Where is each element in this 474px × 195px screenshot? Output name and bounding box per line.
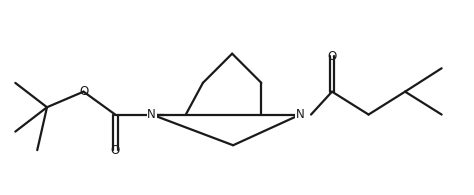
Text: O: O (79, 85, 88, 98)
Text: N: N (296, 108, 305, 121)
Text: N: N (147, 108, 156, 121)
Text: O: O (110, 144, 120, 157)
Text: O: O (328, 50, 337, 63)
